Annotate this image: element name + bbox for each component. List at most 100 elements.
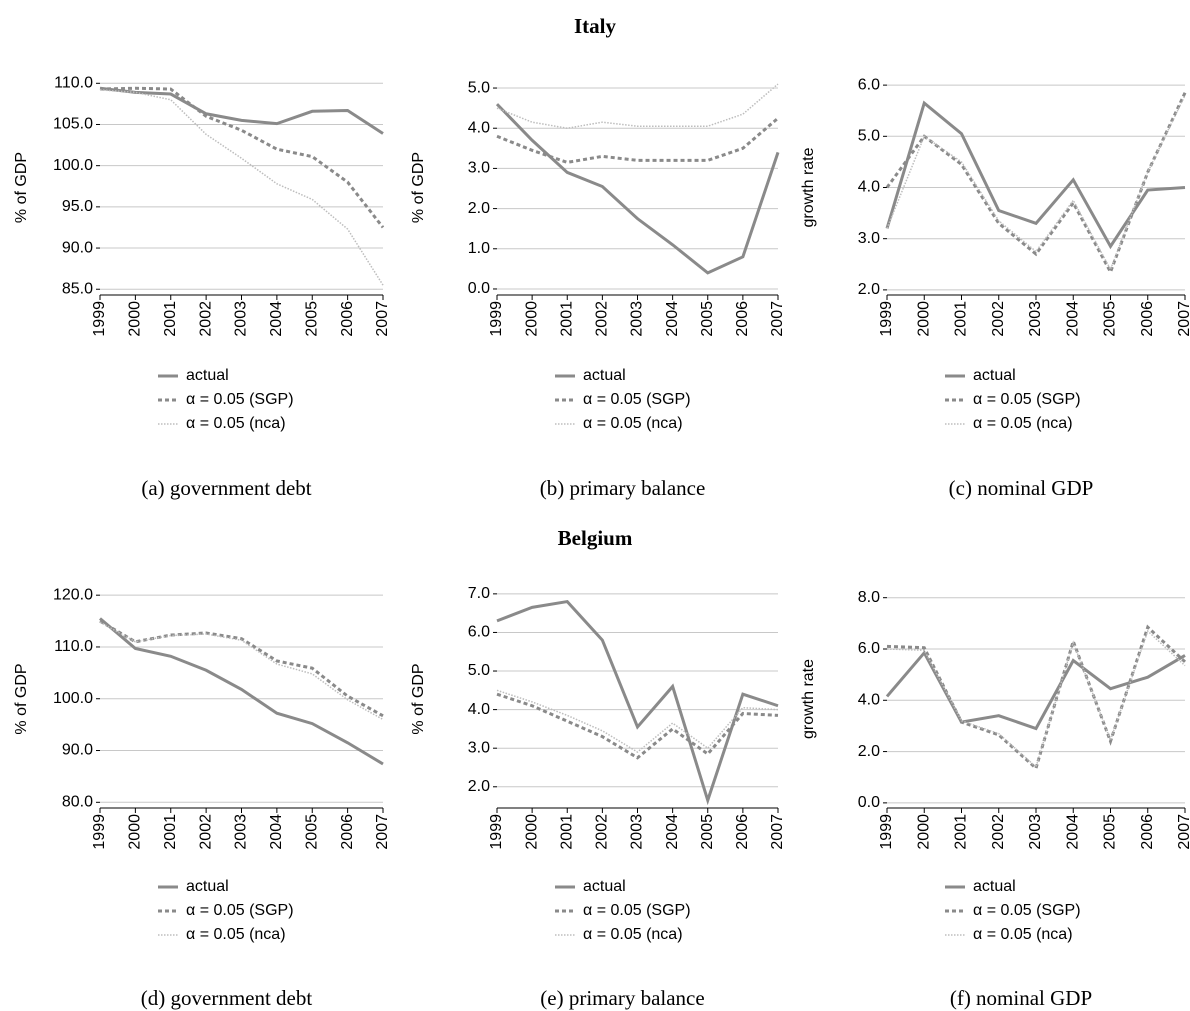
data-line [495, 103, 780, 275]
section-title: Belgium [558, 526, 633, 550]
data-line [885, 650, 1186, 731]
x-tick-label: 2005 [1102, 301, 1119, 337]
y-tick-label: 7.0 [468, 585, 490, 602]
x-tick-label: 2007 [1176, 814, 1190, 850]
legend-label: α = 0.05 (nca) [583, 415, 683, 432]
data-line [99, 621, 384, 721]
legend-label: α = 0.05 (SGP) [583, 391, 691, 408]
data-line [885, 92, 1187, 276]
y-tick-label: 4.0 [858, 179, 880, 196]
x-tick-label: 2002 [990, 814, 1007, 850]
x-tick-label: 2007 [769, 814, 786, 850]
legend-label: actual [583, 878, 626, 895]
y-tick-label: 3.0 [468, 160, 490, 177]
x-tick-label: 2000 [127, 814, 144, 850]
legend-label: α = 0.05 (nca) [186, 415, 286, 432]
x-tick-label: 2007 [374, 814, 391, 850]
y-tick-label: 3.0 [858, 230, 880, 247]
y-tick-label: 0.0 [468, 280, 490, 297]
y-axis-label: growth rate [800, 659, 817, 739]
y-tick-label: 5.0 [468, 79, 490, 96]
legend-label: α = 0.05 (SGP) [583, 902, 691, 919]
data-line [99, 89, 384, 286]
data-line [496, 689, 779, 753]
y-tick-label: 90.0 [62, 239, 93, 256]
y-tick-label: 4.0 [468, 119, 490, 136]
legend-label: actual [973, 878, 1016, 895]
x-tick-label: 2001 [558, 814, 575, 850]
x-tick-label: 2006 [339, 814, 356, 850]
y-tick-label: 100.0 [53, 157, 93, 174]
x-tick-label: 2001 [558, 301, 575, 337]
x-tick-label: 2002 [197, 301, 214, 337]
legend-label: actual [186, 878, 229, 895]
x-tick-label: 1999 [878, 301, 895, 337]
y-tick-label: 110.0 [54, 75, 93, 92]
x-tick-label: 2005 [1102, 814, 1119, 850]
x-tick-label: 2005 [699, 301, 716, 337]
caption: (a) government debt [141, 476, 311, 500]
x-tick-label: 2006 [734, 301, 751, 337]
caption: (c) nominal GDP [949, 476, 1094, 500]
data-line [99, 619, 384, 718]
legend-label: α = 0.05 (SGP) [186, 902, 294, 919]
data-line [496, 117, 779, 164]
legend-label: α = 0.05 (nca) [186, 926, 286, 943]
legend-label: α = 0.05 (SGP) [973, 902, 1081, 919]
data-line [886, 95, 1186, 272]
x-tick-label: 2004 [268, 814, 285, 850]
y-tick-label: 110.0 [54, 638, 93, 655]
x-tick-label: 2006 [1139, 301, 1156, 337]
y-tick-label: 5.0 [468, 662, 490, 679]
x-tick-label: 2004 [664, 814, 681, 850]
y-tick-label: 90.0 [62, 742, 93, 759]
y-tick-label: 3.0 [468, 739, 490, 756]
x-tick-label: 2000 [915, 301, 932, 337]
x-tick-label: 2001 [953, 301, 970, 337]
section-title: Italy [574, 14, 617, 38]
x-tick-label: 2006 [339, 301, 356, 337]
y-tick-label: 1.0 [468, 240, 490, 257]
x-tick-label: 2001 [953, 814, 970, 850]
x-tick-label: 2007 [374, 301, 391, 337]
x-tick-label: 2005 [699, 814, 716, 850]
y-tick-label: 2.0 [858, 281, 880, 298]
x-tick-label: 2000 [523, 814, 540, 850]
x-tick-label: 1999 [488, 814, 505, 850]
x-tick-label: 2003 [1027, 301, 1044, 337]
x-tick-label: 1999 [488, 301, 505, 337]
x-tick-label: 2005 [303, 301, 320, 337]
x-tick-label: 2000 [523, 301, 540, 337]
y-axis-label: growth rate [800, 147, 817, 227]
y-tick-label: 6.0 [858, 76, 880, 93]
x-tick-label: 2006 [734, 814, 751, 850]
y-tick-label: 95.0 [62, 198, 93, 215]
y-tick-label: 8.0 [858, 589, 880, 606]
y-tick-label: 120.0 [53, 586, 93, 603]
y-tick-label: 2.0 [858, 743, 880, 760]
legend-label: actual [973, 367, 1016, 384]
caption: (e) primary balance [540, 986, 704, 1010]
data-line [496, 83, 779, 129]
caption: (d) government debt [141, 986, 313, 1010]
y-tick-label: 4.0 [858, 692, 880, 709]
x-tick-label: 2000 [127, 301, 144, 337]
y-tick-label: 0.0 [858, 794, 880, 811]
x-tick-label: 2001 [162, 301, 179, 337]
y-tick-label: 105.0 [53, 116, 93, 133]
y-axis-label: % of GDP [410, 152, 427, 223]
data-line [886, 629, 1186, 769]
y-tick-label: 2.0 [468, 200, 490, 217]
y-tick-label: 4.0 [468, 701, 490, 718]
x-tick-label: 1999 [91, 814, 108, 850]
legend-label: α = 0.05 (nca) [973, 926, 1073, 943]
y-tick-label: 80.0 [62, 794, 93, 811]
x-tick-label: 2002 [594, 301, 611, 337]
x-tick-label: 2003 [629, 814, 646, 850]
x-tick-label: 1999 [91, 301, 108, 337]
legend-label: actual [583, 367, 626, 384]
legend-label: α = 0.05 (SGP) [973, 391, 1081, 408]
data-line [496, 599, 779, 806]
y-tick-label: 100.0 [53, 690, 93, 707]
